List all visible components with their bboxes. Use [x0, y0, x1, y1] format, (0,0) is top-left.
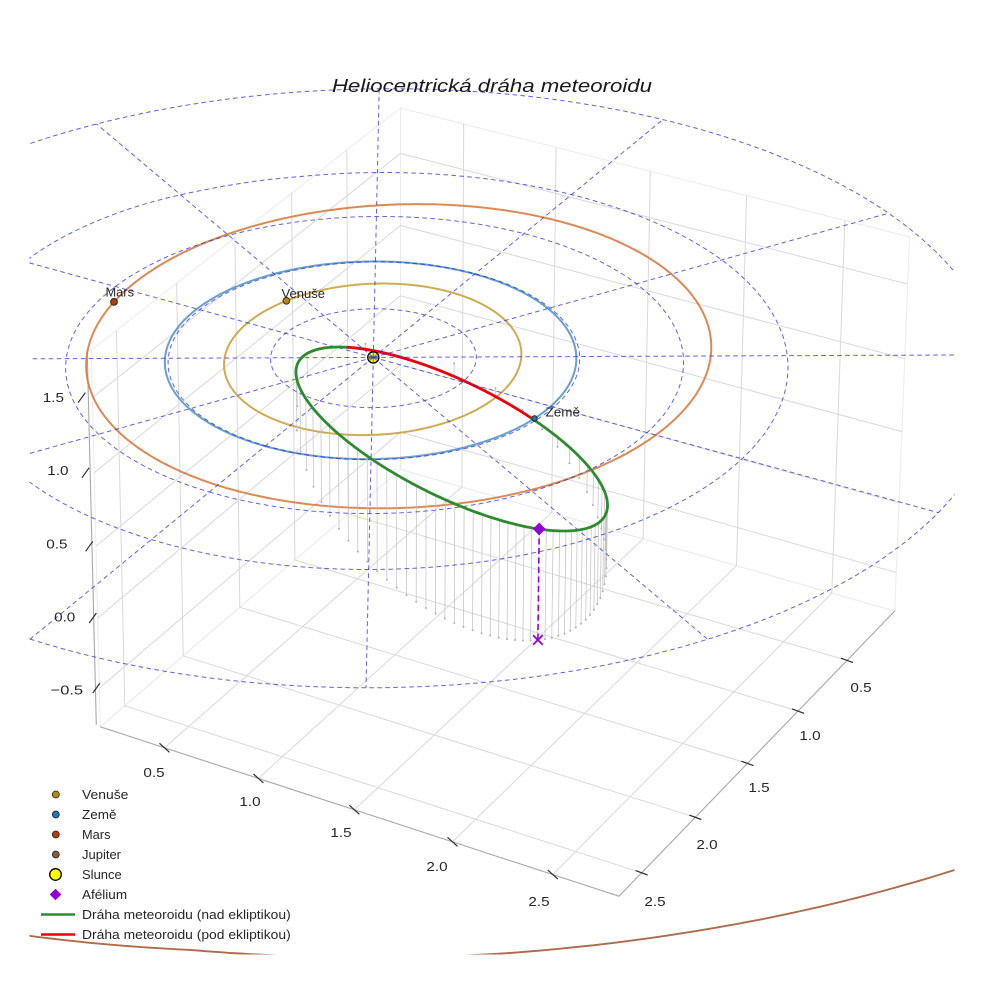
svg-text:0.5: 0.5 [46, 536, 67, 551]
svg-text:Jupiter: Jupiter [82, 847, 122, 862]
svg-text:Venuše: Venuše [82, 787, 128, 802]
svg-text:Země: Země [82, 807, 117, 822]
svg-text:Afélium: Afélium [82, 887, 127, 902]
svg-text:0.5: 0.5 [143, 765, 164, 780]
svg-text:Mars: Mars [82, 827, 111, 842]
svg-text:2.5: 2.5 [644, 894, 665, 909]
svg-text:1.5: 1.5 [43, 390, 64, 405]
svg-text:Slunce: Slunce [82, 867, 122, 882]
svg-text:1.0: 1.0 [799, 728, 820, 743]
svg-text:Heliocentrická dráha meteoroid: Heliocentrická dráha meteoroidu [332, 75, 652, 96]
svg-text:1.5: 1.5 [330, 825, 351, 840]
svg-text:2.0: 2.0 [696, 837, 717, 852]
svg-text:Země: Země [546, 406, 581, 420]
svg-text:2.0: 2.0 [426, 859, 447, 874]
svg-text:0.0: 0.0 [54, 610, 75, 625]
svg-text:2.5: 2.5 [528, 894, 549, 909]
svg-text:1.5: 1.5 [748, 780, 769, 795]
svg-text:Dráha meteoroidu (nad ekliptik: Dráha meteoroidu (nad ekliptikou) [82, 907, 291, 922]
svg-text:Dráha meteoroidu (pod ekliptik: Dráha meteoroidu (pod ekliptikou) [82, 927, 291, 942]
svg-text:−0.5: −0.5 [51, 683, 84, 698]
svg-text:1.0: 1.0 [239, 794, 260, 809]
svg-text:0.5: 0.5 [850, 680, 871, 695]
svg-text:Venuše: Venuše [282, 287, 326, 301]
svg-text:Mars: Mars [106, 286, 135, 300]
svg-text:1.0: 1.0 [47, 463, 68, 478]
